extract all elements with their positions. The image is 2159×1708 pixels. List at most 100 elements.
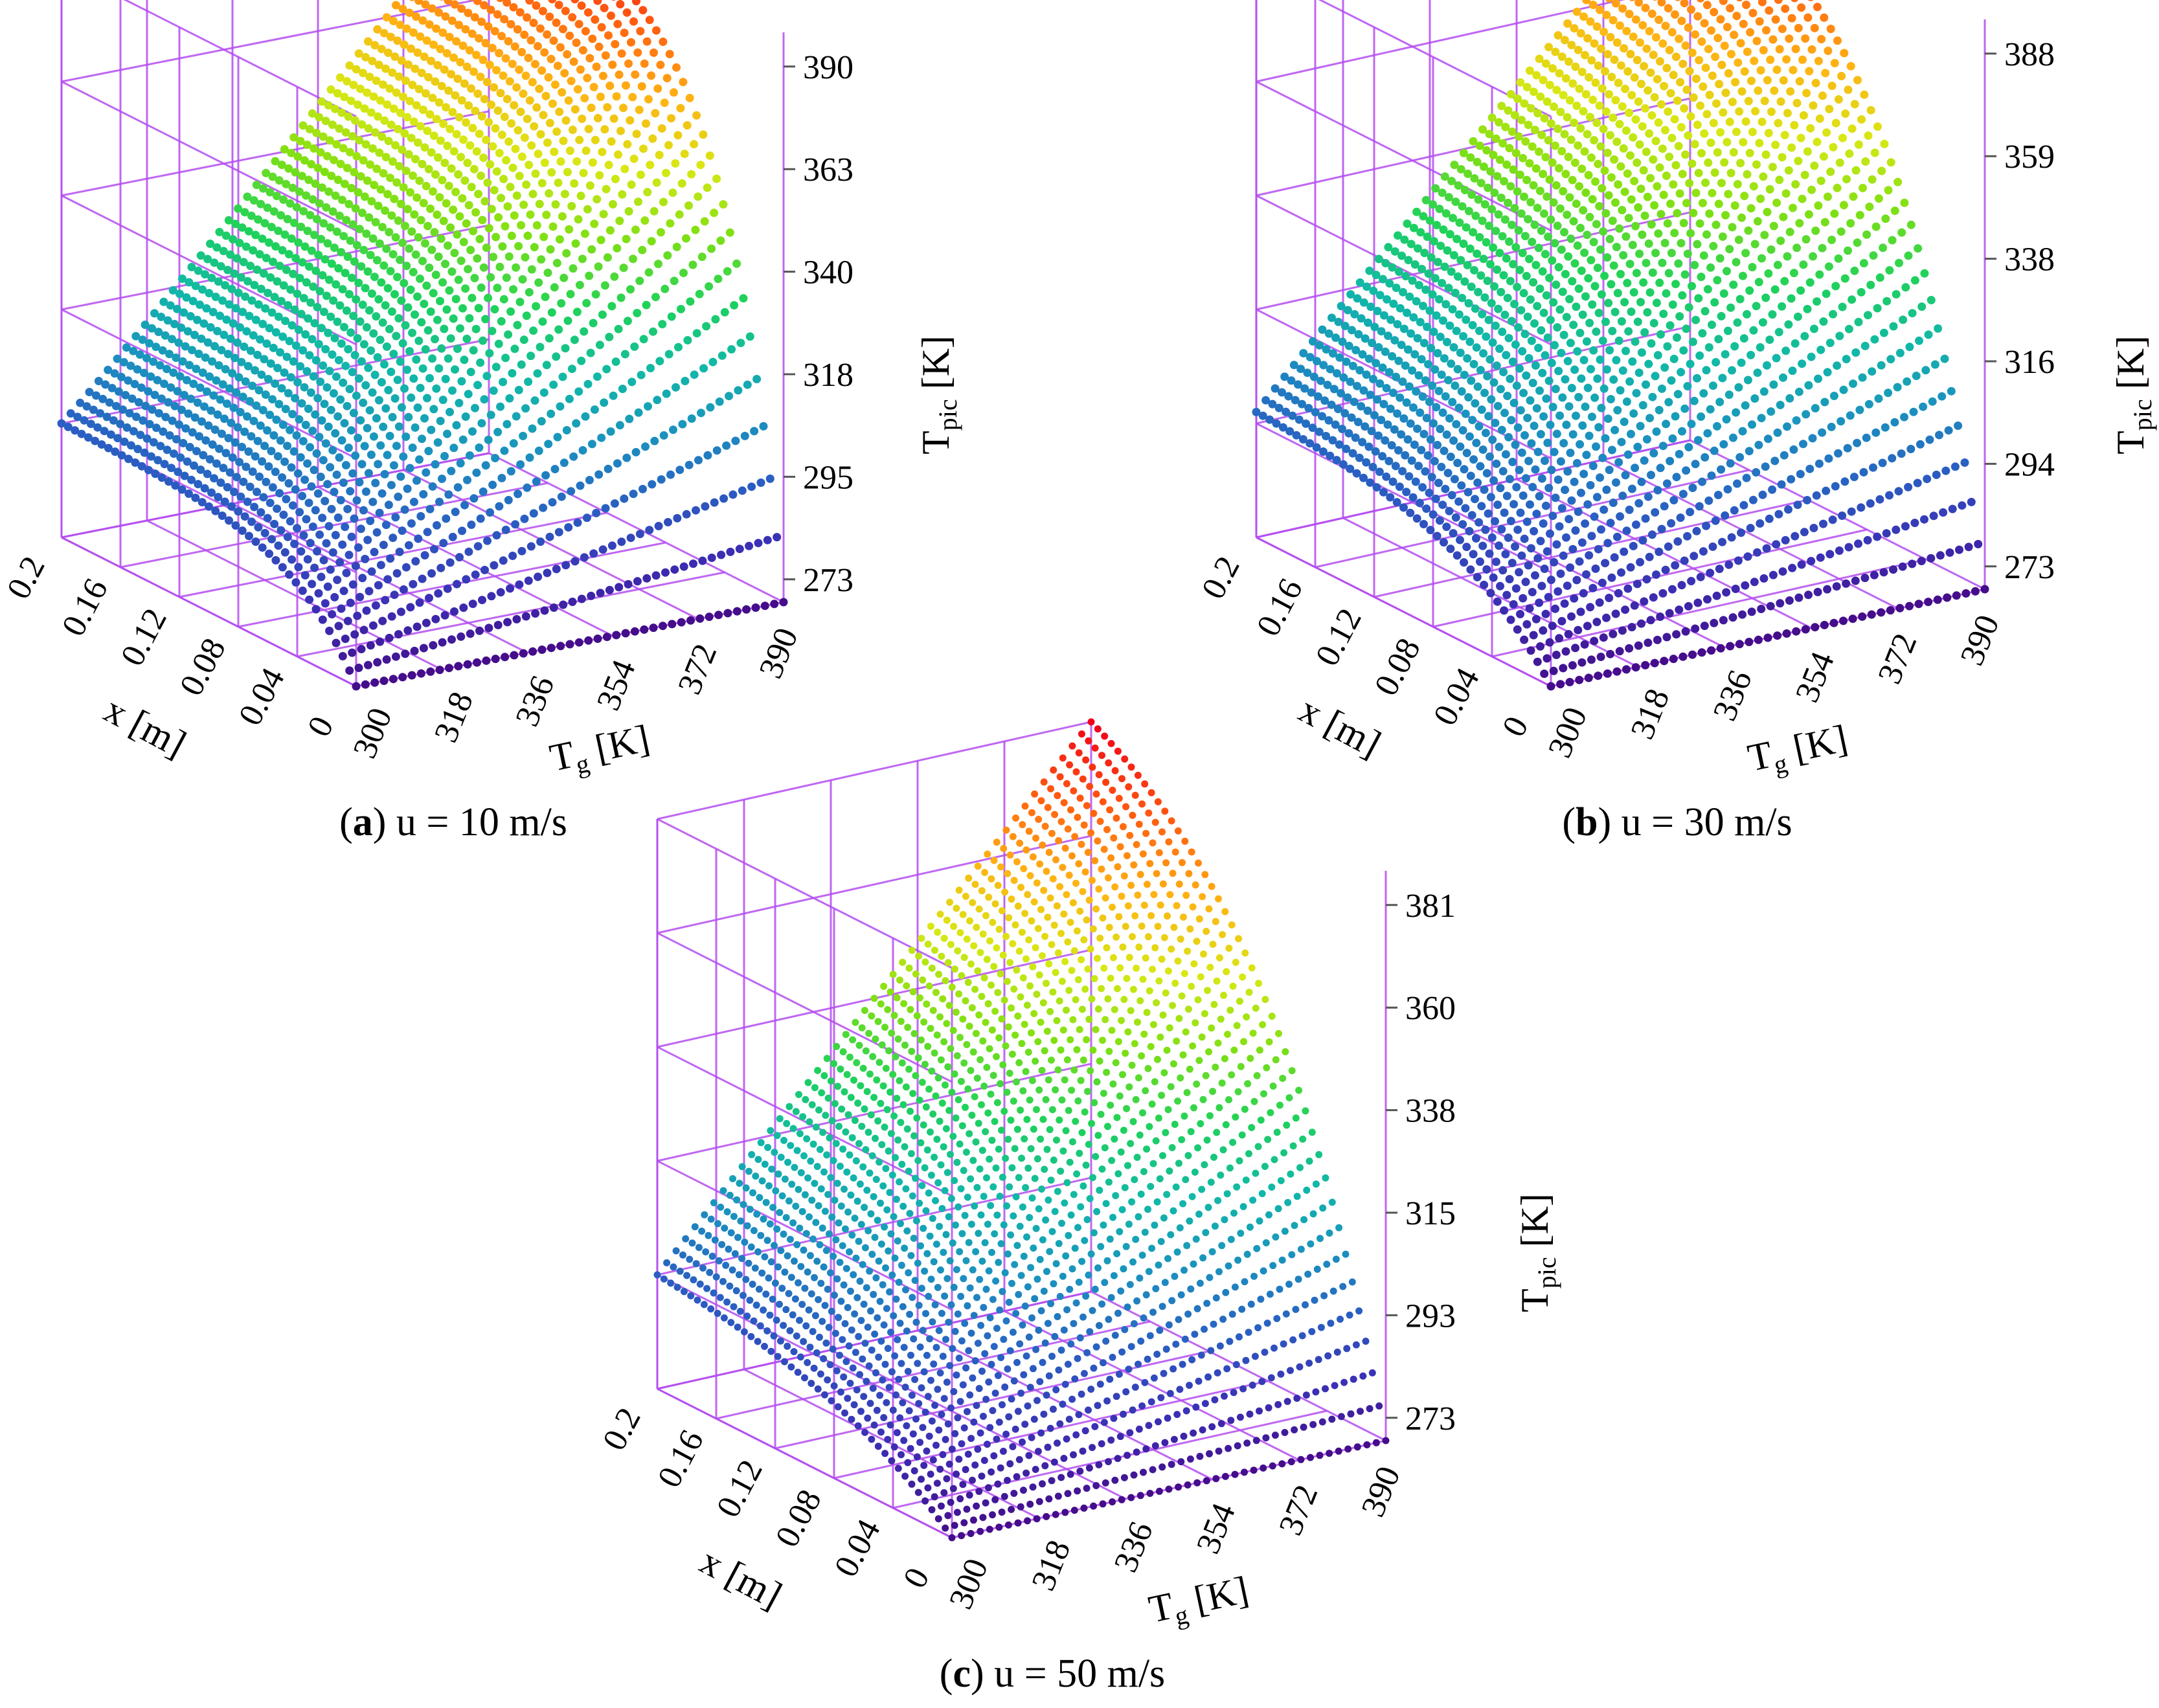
surface-point — [1820, 13, 1829, 22]
surface-point — [284, 250, 293, 259]
surface-point — [445, 286, 454, 295]
surface-point — [932, 1092, 940, 1100]
surface-point — [784, 1158, 792, 1166]
surface-point — [530, 122, 539, 131]
surface-point — [479, 487, 488, 496]
surface-point — [1364, 354, 1373, 363]
surface-point — [560, 273, 569, 282]
surface-point — [1459, 240, 1468, 248]
surface-point — [966, 917, 973, 925]
surface-point — [551, 200, 560, 209]
surface-point — [251, 230, 260, 240]
surface-point — [422, 281, 431, 290]
surface-point — [1587, 153, 1596, 162]
surface-point — [1085, 896, 1093, 904]
surface-point — [385, 324, 394, 333]
surface-point — [1072, 879, 1080, 887]
surface-point — [770, 600, 779, 609]
surface-point — [1451, 381, 1460, 390]
surface-point — [769, 1204, 777, 1211]
surface-point — [1824, 47, 1833, 55]
surface-point — [247, 211, 256, 220]
surface-point — [1874, 394, 1883, 403]
surface-point — [973, 1074, 981, 1082]
surface-point — [390, 52, 400, 61]
surface-point — [1553, 323, 1562, 332]
surface-point — [418, 434, 426, 444]
surface-point — [1705, 91, 1714, 100]
surface-point — [1567, 41, 1576, 49]
surface-point — [320, 399, 329, 409]
surface-point — [1392, 498, 1401, 507]
surface-point — [133, 445, 142, 453]
surface-point — [776, 1209, 784, 1217]
surface-point — [1838, 133, 1847, 142]
surface-point — [1559, 551, 1568, 560]
surface-point — [1076, 907, 1084, 915]
surface-point — [1927, 296, 1936, 304]
surface-point — [484, 435, 493, 444]
surface-point — [213, 410, 222, 419]
surface-point — [731, 436, 740, 445]
surface-point — [670, 88, 678, 97]
surface-point — [674, 343, 683, 352]
surface-point — [208, 357, 216, 366]
surface-point — [1515, 170, 1524, 179]
surface-point — [593, 0, 602, 5]
surface-point — [523, 483, 532, 492]
surface-point — [1502, 491, 1511, 500]
surface-point — [908, 947, 916, 954]
surface-point — [1532, 260, 1541, 269]
surface-point — [1784, 505, 1792, 514]
surface-point — [1359, 298, 1368, 307]
surface-point — [1517, 551, 1526, 560]
surface-point — [454, 275, 463, 284]
surface-point — [653, 396, 662, 405]
surface-point — [596, 93, 605, 101]
surface-point — [409, 374, 418, 383]
surface-point — [504, 137, 514, 146]
surface-point — [1894, 487, 1903, 496]
surface-point — [1667, 519, 1676, 528]
surface-point — [473, 0, 482, 5]
surface-point — [1545, 638, 1554, 647]
surface-point — [356, 416, 365, 425]
surface-point — [700, 217, 709, 226]
surface-point — [1133, 840, 1140, 848]
surface-point — [367, 567, 376, 576]
surface-point — [746, 1206, 754, 1213]
surface-point — [361, 284, 370, 293]
surface-point — [520, 30, 529, 39]
surface-point — [1626, 50, 1635, 58]
surface-point — [534, 278, 543, 287]
surface-point — [289, 357, 298, 366]
surface-point — [617, 537, 626, 546]
surface-point — [1879, 568, 1888, 577]
surface-point — [1734, 58, 1743, 67]
surface-point — [670, 1263, 677, 1271]
surface-point — [907, 1006, 914, 1013]
surface-point — [847, 1191, 855, 1199]
surface-point — [1777, 480, 1786, 489]
surface-point — [1846, 219, 1855, 228]
surface-point — [181, 342, 190, 351]
surface-point — [409, 117, 418, 126]
surface-point — [1485, 549, 1494, 558]
surface-point — [1594, 159, 1603, 168]
surface-point — [1607, 445, 1616, 455]
surface-point — [589, 319, 598, 328]
surface-point — [1610, 553, 1619, 562]
surface-point — [447, 635, 456, 644]
surface-point — [1517, 306, 1526, 315]
surface-point — [1756, 519, 1765, 528]
surface-point — [136, 431, 145, 440]
surface-point — [339, 232, 348, 241]
surface-point — [1130, 861, 1138, 869]
surface-point — [890, 1112, 898, 1120]
surface-point — [1803, 13, 1813, 22]
surface-point — [984, 850, 991, 858]
surface-point — [1530, 87, 1538, 96]
surface-point — [1944, 426, 1953, 435]
surface-point — [1800, 528, 1809, 537]
surface-point — [1788, 366, 1797, 376]
